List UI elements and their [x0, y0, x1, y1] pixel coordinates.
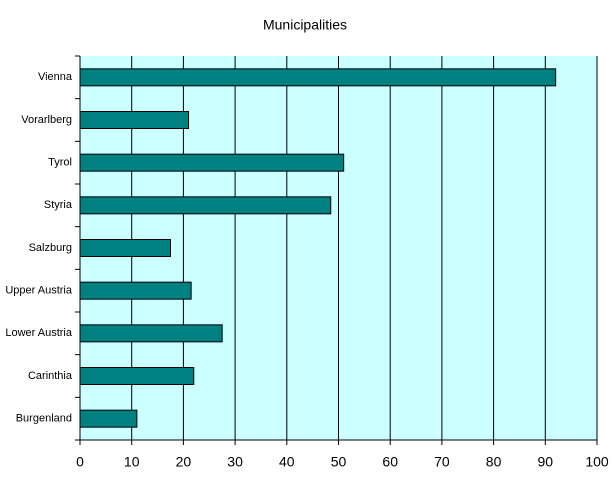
bar — [79, 68, 557, 87]
x-tick-label: 90 — [538, 454, 554, 470]
x-tick-label: 0 — [76, 454, 84, 470]
y-tick-label: Burgenland — [16, 413, 72, 425]
bar — [79, 409, 138, 428]
x-tick-label: 10 — [124, 454, 140, 470]
bar — [79, 111, 190, 129]
x-tick-label: 80 — [486, 454, 502, 470]
chart-title: Municipalities — [263, 17, 347, 33]
x-tick-label: 60 — [382, 454, 398, 470]
bar — [79, 281, 192, 300]
x-tick-label: 30 — [227, 454, 243, 470]
y-tick-label: Lower Austria — [5, 327, 73, 339]
bar — [79, 367, 195, 385]
bar — [79, 196, 332, 215]
y-tick-label: Vorarlberg — [21, 114, 72, 126]
y-tick-label: Tyrol — [48, 157, 72, 169]
y-tick-label: Vienna — [38, 71, 73, 83]
bar — [79, 239, 171, 257]
x-tick-label: 40 — [279, 454, 295, 470]
x-tick-label: 20 — [176, 454, 192, 470]
x-tick-label: 100 — [585, 454, 609, 470]
y-tick-label: Carinthia — [28, 370, 73, 382]
y-tick-label: Upper Austria — [5, 285, 73, 297]
bar — [79, 324, 223, 343]
y-tick-label: Styria — [44, 199, 73, 211]
bar — [79, 153, 345, 172]
x-tick-label: 50 — [331, 454, 347, 470]
x-tick-label: 70 — [434, 454, 450, 470]
y-tick-label: Salzburg — [29, 242, 72, 254]
